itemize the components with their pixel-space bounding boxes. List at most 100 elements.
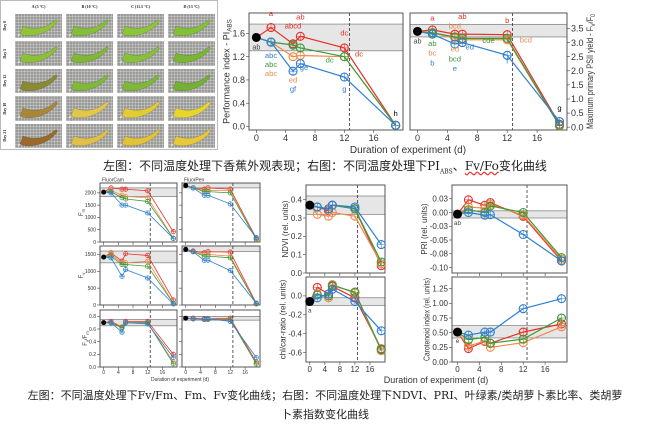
data-point-cross: [145, 275, 150, 281]
significance-letter: ge: [300, 63, 309, 72]
x-tick-label: 8: [132, 370, 135, 376]
x-tick-label: 12: [339, 133, 349, 143]
control-point: [251, 32, 261, 42]
x-tick-label: 0: [184, 370, 187, 376]
banana-shape: [17, 129, 58, 147]
significance-letter: abc: [265, 69, 277, 78]
significance-letter: g: [557, 103, 561, 112]
banana-photo: [117, 41, 164, 66]
y-tick-label: 1000: [85, 215, 96, 221]
data-point-cross: [228, 249, 233, 255]
data-point-cross: [464, 208, 473, 217]
data-point-cross: [486, 328, 495, 337]
banana-photo: [66, 96, 113, 121]
reference-band: [305, 195, 386, 215]
data-point-cross: [119, 329, 125, 335]
series-line-D: [103, 256, 174, 305]
y-axis-label: Maximum primary PSII yield - FV/F0: [585, 14, 597, 129]
series-line-D: [309, 204, 382, 245]
data-point-cross: [267, 38, 275, 47]
data-point-cross: [350, 288, 359, 297]
y-tick-label: 0.50: [432, 328, 448, 337]
banana-photo: [15, 96, 62, 121]
significance-letter: e: [453, 64, 457, 73]
significance-letter: gf: [290, 84, 297, 93]
control-letter: ab: [413, 36, 421, 45]
data-point-cross: [350, 203, 359, 211]
data-point-cross: [289, 67, 297, 76]
data-point-cross: [340, 73, 349, 82]
banana-photo: [117, 13, 164, 39]
data-point-cross: [391, 121, 400, 130]
control-letter: a: [308, 308, 312, 315]
data-point-cross: [123, 320, 128, 325]
data-point-cross: [145, 264, 150, 269]
x-tick-label: 12: [228, 370, 234, 376]
plot-frame: [181, 245, 261, 306]
chart-car: 0.00 0.25 0.50 0.75 1.00 1.25 0 4 8 12 16 Carotenoi…: [423, 276, 568, 374]
banana-shape: [119, 74, 160, 92]
banana-shape: [170, 19, 211, 37]
y-tick-label: 0: [93, 303, 96, 309]
banana-photo: [117, 96, 164, 121]
data-point-cross: [171, 301, 176, 307]
series-line-D: [185, 185, 257, 238]
y-tick-label: 0.1: [291, 250, 303, 259]
data-point-cross: [171, 229, 176, 234]
y-tick-label: -0.03: [430, 222, 449, 231]
significance-letter: ab: [458, 12, 467, 21]
data-point-cross: [145, 188, 150, 194]
caption-top-sep: 、: [452, 159, 465, 173]
significance-letter: cde: [482, 36, 494, 45]
y-tick-label: 1.00: [432, 299, 448, 308]
data-point-cross: [458, 38, 467, 47]
significance-letter: ed: [466, 43, 475, 52]
significance-letter: a: [269, 9, 274, 18]
series-line-B: [309, 204, 382, 265]
significance-letter: h: [394, 109, 398, 118]
y-tick-label: 0.25: [432, 343, 448, 352]
banana-photo: [66, 68, 113, 94]
x-tick-label: 16: [365, 365, 374, 374]
banana-photo: [66, 13, 113, 39]
x-tick-label: 8: [312, 133, 317, 143]
significance-letter: ed: [451, 45, 460, 54]
y-tick-label: 0.0: [571, 122, 584, 132]
caption-top: 左图：不同温度处理下香蕉外观表现；右图：不同温度处理下PIABS、Fv/Fo变化…: [0, 159, 650, 179]
data-point-cross: [190, 316, 196, 322]
y-tick-label: 0.0: [291, 292, 303, 301]
control-point: [183, 315, 189, 321]
data-point-cross: [519, 208, 528, 217]
y-tick-label: 1.0: [571, 94, 584, 104]
data-point-cross: [228, 201, 233, 207]
y-tick-label: 0.00: [432, 358, 448, 367]
data-point-cross: [289, 52, 297, 61]
chart-fm_cam: 0 500 1000 1500 2000 Fm FluorCam: [79, 178, 178, 246]
data-point-cross: [377, 326, 386, 335]
data-point-cross: [296, 59, 305, 68]
y-tick-label: -0.6: [288, 348, 302, 357]
y-tick-label: -0.08: [430, 250, 449, 259]
banana-shape: [68, 101, 109, 119]
x-tick-label: 12: [519, 365, 528, 374]
x-tick-label: 0: [415, 133, 420, 143]
x-tick-label: 8: [499, 365, 504, 374]
data-point-cross: [254, 301, 259, 306]
caption-top-sub: ABS: [439, 168, 453, 176]
y-tick-label: 0.00: [432, 208, 448, 217]
y-tick-label: 0.8: [89, 314, 96, 320]
significance-letter: bc: [428, 49, 436, 58]
series-line-C: [185, 248, 257, 305]
series-line-D: [185, 317, 257, 358]
data-point-cross: [254, 355, 259, 360]
plot-frame: [409, 12, 568, 131]
y-tick-label: -0.2: [288, 311, 302, 320]
plot-frame: [451, 184, 568, 274]
series-line-C: [185, 317, 257, 365]
significance-letter: b: [430, 58, 434, 67]
banana-shape: [17, 74, 58, 92]
data-point-cross: [313, 293, 322, 302]
y-tick-label: 0.2: [89, 352, 96, 358]
significance-letter: dc: [340, 29, 348, 38]
